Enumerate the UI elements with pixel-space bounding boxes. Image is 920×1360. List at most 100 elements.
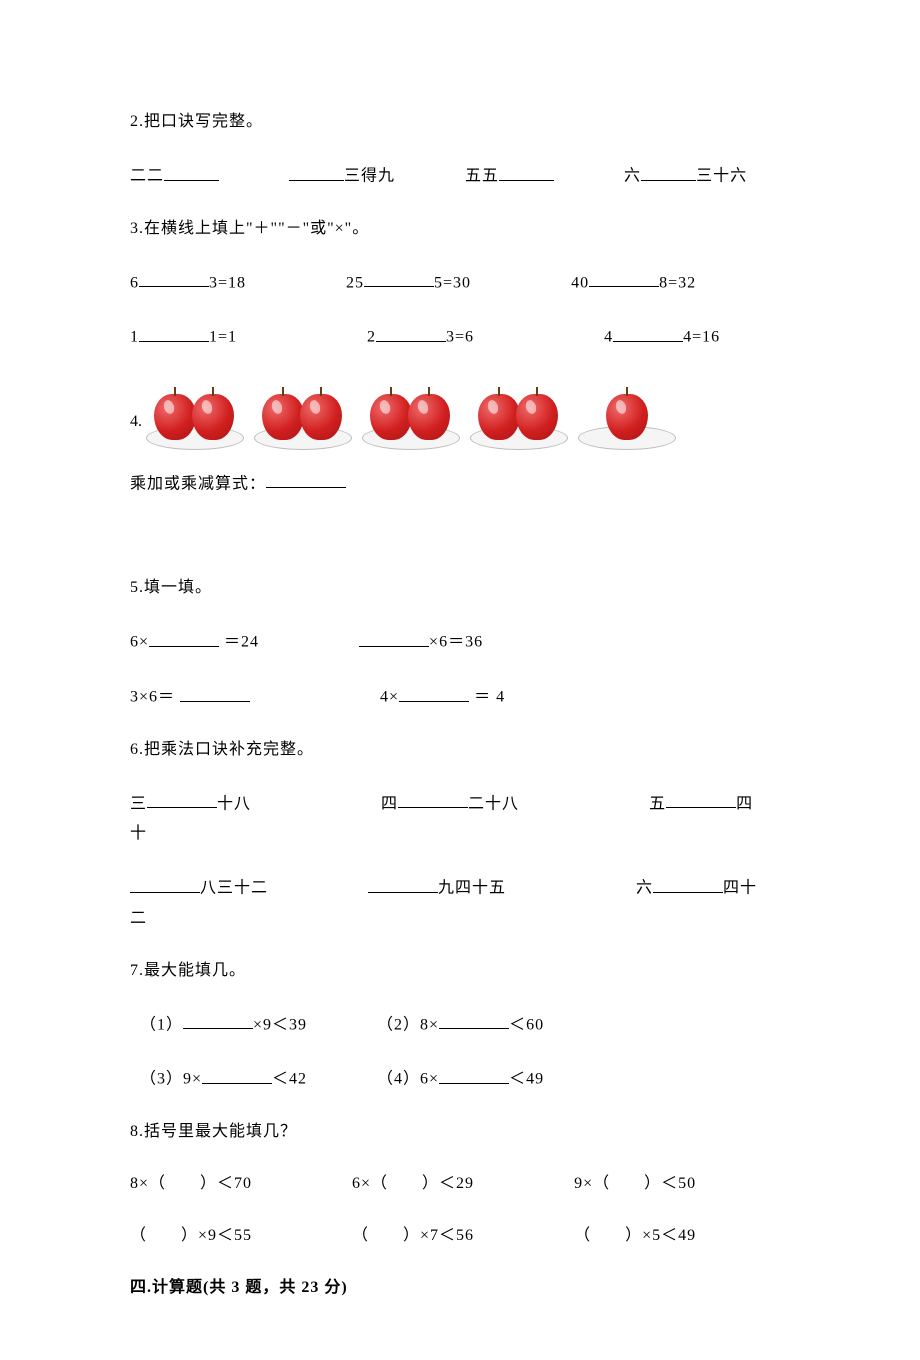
t: 6 bbox=[130, 274, 139, 291]
blank[interactable] bbox=[164, 162, 219, 181]
t: 1=1 bbox=[209, 329, 237, 346]
plate bbox=[576, 378, 678, 452]
blank[interactable] bbox=[398, 790, 468, 809]
q2-i3: 五五 bbox=[465, 168, 499, 185]
blank[interactable] bbox=[139, 269, 209, 288]
t: （ ）×5＜49 bbox=[574, 1227, 696, 1244]
blank[interactable] bbox=[439, 1065, 509, 1084]
t: ×9＜39 bbox=[253, 1016, 307, 1033]
blank[interactable] bbox=[180, 683, 250, 702]
t: 1 bbox=[130, 329, 139, 346]
t: 4=16 bbox=[683, 329, 720, 346]
blank[interactable] bbox=[149, 628, 219, 647]
t: ×6＝36 bbox=[429, 634, 483, 651]
blank[interactable] bbox=[139, 323, 209, 342]
q6-row2-tail: 二 bbox=[130, 907, 790, 931]
blank[interactable] bbox=[289, 162, 344, 181]
apple-icon bbox=[262, 394, 304, 440]
t: 十八 bbox=[217, 795, 251, 812]
spacer bbox=[130, 524, 790, 548]
t: 四十 bbox=[723, 880, 757, 897]
worksheet-page: 2.把口诀写完整。 二二 三得九 五五 六 三十六 3.在横线上填上"＋""－"或… bbox=[0, 0, 920, 1360]
plate bbox=[144, 378, 246, 452]
t: 5=30 bbox=[434, 274, 471, 291]
blank[interactable] bbox=[368, 874, 438, 893]
t: 6×（ ）＜29 bbox=[352, 1175, 474, 1192]
t: 八三十二 bbox=[200, 880, 268, 897]
t: 25 bbox=[346, 274, 364, 291]
q2-i2: 三得九 bbox=[344, 168, 395, 185]
t: 乘加或乘减算式： bbox=[130, 475, 266, 492]
t: 40 bbox=[571, 274, 589, 291]
t: 九四十五 bbox=[438, 880, 506, 897]
t: 三 bbox=[130, 795, 147, 812]
t: 2 bbox=[367, 329, 376, 346]
apple-icon bbox=[300, 394, 342, 440]
q7-row1: （1）×9＜39 （2）8×＜60 bbox=[140, 1011, 790, 1038]
t: （ ）×7＜56 bbox=[352, 1227, 474, 1244]
plate bbox=[360, 378, 462, 452]
q6-row2: 八三十二 九四十五 六四十 bbox=[130, 874, 790, 901]
apple-icon bbox=[192, 394, 234, 440]
q6-row1-tail: 十 bbox=[130, 822, 790, 846]
blank[interactable] bbox=[266, 470, 346, 489]
q4-label: 4. bbox=[130, 410, 142, 452]
t: 四 bbox=[736, 795, 753, 812]
t: ＜60 bbox=[509, 1016, 544, 1033]
q7-row2: （3）9×＜42 （4）6×＜49 bbox=[140, 1065, 790, 1092]
blank[interactable] bbox=[376, 323, 446, 342]
t: 四 bbox=[381, 795, 398, 812]
t: 4 bbox=[604, 329, 613, 346]
q2-title: 2.把口诀写完整。 bbox=[130, 110, 790, 134]
q6-title: 6.把乘法口诀补充完整。 bbox=[130, 738, 790, 762]
blank[interactable] bbox=[613, 323, 683, 342]
q5-title: 5.填一填。 bbox=[130, 576, 790, 600]
blank[interactable] bbox=[439, 1011, 509, 1030]
q4-figure: 4. bbox=[130, 378, 790, 452]
plate-group bbox=[144, 378, 678, 452]
q5-row2: 3×6＝ 4× ＝ 4 bbox=[130, 683, 790, 710]
apple-icon bbox=[154, 394, 196, 440]
blank[interactable] bbox=[147, 790, 217, 809]
t: 3×6＝ bbox=[130, 689, 175, 706]
blank[interactable] bbox=[641, 162, 696, 181]
q3-row1: 63=18 255=30 408=32 bbox=[130, 269, 790, 296]
t: ＝ 4 bbox=[474, 689, 505, 706]
blank[interactable] bbox=[499, 162, 554, 181]
t: ＜42 bbox=[272, 1071, 307, 1088]
q2-line: 二二 三得九 五五 六 三十六 bbox=[130, 162, 790, 189]
q2-i5: 三十六 bbox=[696, 168, 747, 185]
q5-row1: 6× ＝24 ×6＝36 bbox=[130, 628, 790, 655]
apple-icon bbox=[370, 394, 412, 440]
apple-icon bbox=[516, 394, 558, 440]
blank[interactable] bbox=[653, 874, 723, 893]
q8-row2: （ ）×9＜55 （ ）×7＜56 （ ）×5＜49 bbox=[130, 1224, 790, 1248]
blank[interactable] bbox=[359, 628, 429, 647]
apple-icon bbox=[606, 394, 648, 440]
q6-row1: 三十八 四二十八 五四 bbox=[130, 790, 790, 817]
t: （ ）×9＜55 bbox=[130, 1227, 252, 1244]
blank[interactable] bbox=[130, 874, 200, 893]
t: 3=6 bbox=[446, 329, 474, 346]
t: ＜49 bbox=[509, 1071, 544, 1088]
t: 4× bbox=[380, 689, 399, 706]
t: （1） bbox=[140, 1016, 183, 1033]
t: （3）9× bbox=[140, 1071, 202, 1088]
t: 8=32 bbox=[659, 274, 696, 291]
section4-heading: 四.计算题(共 3 题，共 23 分) bbox=[130, 1276, 790, 1300]
t: 五 bbox=[649, 795, 666, 812]
q2-i4: 六 bbox=[624, 168, 641, 185]
blank[interactable] bbox=[183, 1011, 253, 1030]
q3-title: 3.在横线上填上"＋""－"或"×"。 bbox=[130, 217, 790, 241]
apple-icon bbox=[408, 394, 450, 440]
q8-row1: 8×（ ）＜70 6×（ ）＜29 9×（ ）＜50 bbox=[130, 1172, 790, 1196]
q2-i1: 二二 bbox=[130, 168, 164, 185]
blank[interactable] bbox=[364, 269, 434, 288]
blank[interactable] bbox=[666, 790, 736, 809]
blank[interactable] bbox=[399, 683, 469, 702]
plate bbox=[468, 378, 570, 452]
blank[interactable] bbox=[202, 1065, 272, 1084]
blank[interactable] bbox=[589, 269, 659, 288]
q3-row2: 1 1=1 2 3=6 4 4=16 bbox=[130, 323, 790, 350]
t: 6× bbox=[130, 634, 149, 651]
